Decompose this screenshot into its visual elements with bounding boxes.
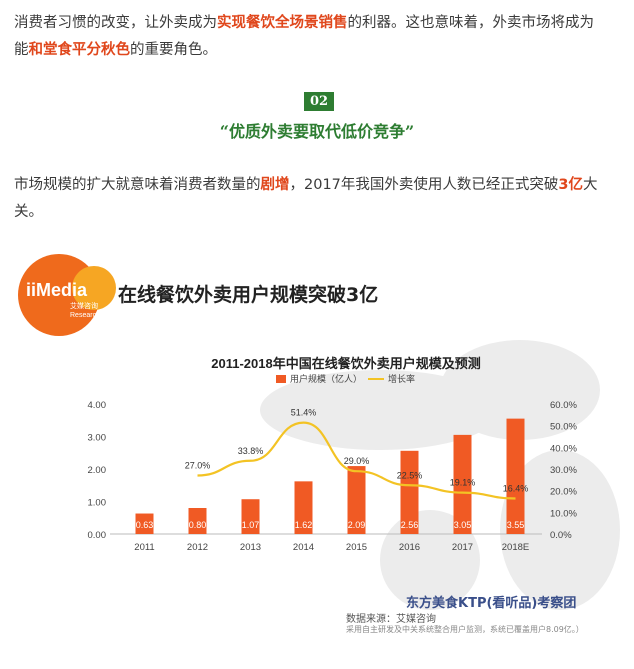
watermark-text: 东方美食KTP(看听品)考察团 [406,596,577,611]
y2-tick-label: 60.0% [550,400,577,411]
text: ，2017年我国外卖使用人数已经正式突破 [289,177,559,193]
bar-value-label: 1.62 [295,520,313,530]
bar-value-label: 3.55 [507,520,525,530]
text: 市场规模的扩大就意味着消费者数量的 [14,177,261,193]
bar-value-label: 3.05 [454,520,472,530]
highlight-text: 3亿 [558,177,583,193]
line-value-label: 29.0% [344,456,370,466]
bar [506,418,525,534]
bar [347,466,366,534]
bar-value-label: 2.56 [401,520,419,530]
y2-tick-label: 50.0% [550,422,577,433]
infographic-card: iiMedia 艾媒咨询 Research 在线餐饮外卖用户规模突破3亿 201… [0,240,634,669]
bar [188,508,207,534]
bar-series: 0.63 0.80 1.07 1.62 2.09 2.56 3.05 3.55 [135,418,525,534]
line-value-label: 22.5% [397,470,423,480]
legend-label-line: 增长率 [388,373,415,384]
y2-tick-label: 0.0% [550,530,572,541]
y2-tick-label: 30.0% [550,465,577,476]
chart-title: 2011-2018年中国在线餐饮外卖用户规模及预测 [211,356,480,371]
intro-paragraph: 消费者习惯的改变，让外卖成为实现餐饮全场景销售的利器。这也意味着，外卖市场将成为… [14,10,620,64]
section-title: “优质外卖要取代低价竞争” [219,122,415,141]
legend-swatch-bar [276,375,286,383]
bar-value-label: 1.07 [242,520,260,530]
text: 能 [14,42,29,58]
growth-rate-line [197,421,516,500]
y-tick-label: 0.00 [88,530,107,541]
line-value-label: 33.8% [238,446,264,456]
bar-value-label: 0.80 [189,520,207,530]
text: 的利器。这也意味着，外卖市场将成为 [347,15,595,31]
x-tick-label: 2016 [399,542,420,553]
y2-tick-label: 40.0% [550,443,577,454]
line-value-label: 51.4% [291,408,317,418]
line-series: 27.0% 33.8% 51.4% 29.0% 22.5% 19.1% 16.4% [185,408,529,500]
market-paragraph: 市场规模的扩大就意味着消费者数量的剧增，2017年我国外卖使用人数已经正式突破3… [14,172,620,226]
line-value-label: 16.4% [503,483,529,493]
world-map-icon [260,340,620,610]
logo-text: iiMedia [26,280,88,300]
line-value-label: 19.1% [450,478,476,488]
bar [135,513,154,534]
y-tick-label: 3.00 [88,433,107,444]
x-tick-label: 2013 [240,542,261,553]
y-tick-label: 1.00 [88,498,107,509]
x-tick-label: 2014 [293,542,314,553]
y-tick-label: 2.00 [88,465,107,476]
source-text: 数据来源：艾媒咨询 [346,614,436,625]
source-note: 采用自主研发及中关系统整合用户监测，系统已覆盖用户8.09亿。） [346,625,584,634]
infographic-headline: 在线餐饮外卖用户规模突破3亿 [118,284,379,306]
text: 的重要角色。 [130,42,217,58]
bar-value-label: 2.09 [348,520,366,530]
section-number-badge: 02 [304,92,334,111]
chart-axes: 0.00 1.00 2.00 3.00 4.00 0.0% 10.0% 20.0% 30.0% 4… [88,400,578,553]
bar [400,450,419,534]
text: 大 [583,177,598,193]
highlight-text: 和堂食平分秋色 [28,42,131,58]
logo-subtext: 艾媒咨询 Research [70,303,100,319]
line-value-label: 27.0% [185,461,211,471]
y-tick-label: 4.00 [88,400,107,411]
chart-legend: 用户规模（亿人） 增长率 [276,373,415,384]
x-tick-label: 2011 [134,542,154,553]
x-tick-label: 2018E [502,542,529,553]
highlight-text: 实现餐饮全场景销售 [217,15,348,31]
text: 消费者习惯的改变，让外卖成为 [14,15,217,31]
bar-value-label: 0.63 [136,520,154,530]
x-tick-label: 2017 [452,542,473,553]
bar [453,434,472,534]
x-tick-label: 2015 [346,542,367,553]
highlight-text: 剧增 [260,177,290,193]
logo-accent-circle [72,266,116,310]
bar [294,481,313,534]
y2-tick-label: 20.0% [550,487,577,498]
x-tick-label: 2012 [187,542,208,553]
bar [241,499,260,534]
text: 关。 [14,204,43,220]
legend-label-bar: 用户规模（亿人） [290,373,362,384]
y2-tick-label: 10.0% [550,508,577,519]
chart: 2011-2018年中国在线餐饮外卖用户规模及预测 用户规模（亿人） 增长率 0.… [88,340,620,610]
